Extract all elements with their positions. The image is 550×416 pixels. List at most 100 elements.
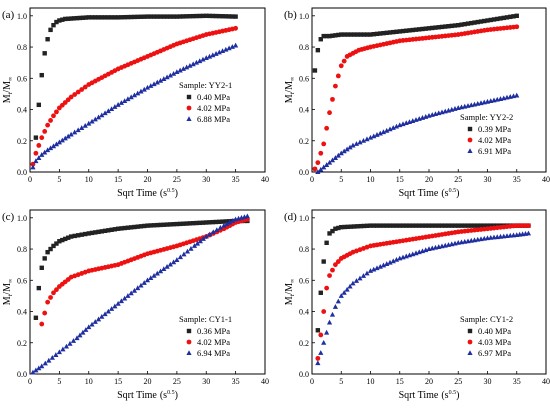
- data-point: [177, 14, 183, 19]
- legend-marker: [186, 105, 192, 111]
- x-tick-label: 20: [144, 377, 152, 386]
- data-point: [347, 283, 353, 289]
- data-point: [102, 110, 108, 116]
- data-point: [210, 219, 215, 225]
- legend-marker: [467, 137, 473, 143]
- data-point: [404, 223, 409, 228]
- data-point: [45, 249, 50, 255]
- x-tick-label: 40: [542, 175, 550, 184]
- data-point: [131, 92, 138, 98]
- data-point: [417, 27, 422, 32]
- data-point: [54, 109, 59, 115]
- data-point: [335, 73, 341, 79]
- data-point: [456, 223, 461, 228]
- data-point: [132, 224, 137, 230]
- data-point: [210, 13, 215, 19]
- data-point: [158, 14, 163, 19]
- data-point: [213, 51, 219, 56]
- data-point: [161, 14, 167, 19]
- data-point: [318, 290, 323, 295]
- data-point: [89, 15, 95, 20]
- data-point: [42, 149, 48, 155]
- data-point: [151, 223, 157, 228]
- data-point: [353, 141, 360, 146]
- data-point: [70, 338, 77, 343]
- data-point: [426, 223, 432, 228]
- data-point: [368, 223, 373, 228]
- series-3: [30, 42, 239, 170]
- data-point: [62, 135, 68, 141]
- x-axis-unit: (s: [160, 390, 167, 401]
- data-point: [318, 332, 324, 338]
- x-tick-label: 35: [232, 377, 240, 386]
- y-axis-label-sub-t: t: [290, 92, 296, 94]
- data-point: [36, 285, 42, 291]
- data-point: [79, 232, 84, 237]
- data-point: [495, 16, 500, 22]
- data-point: [180, 66, 187, 71]
- data-point: [65, 235, 71, 240]
- data-point: [36, 155, 42, 160]
- data-point: [122, 98, 128, 104]
- data-point: [135, 90, 141, 96]
- x-axis-unit-exponent: 0.5: [449, 188, 457, 194]
- data-point: [77, 15, 83, 21]
- data-point: [335, 298, 341, 304]
- data-point: [374, 223, 380, 228]
- data-point: [423, 223, 428, 228]
- x-tick-label: 15: [114, 175, 122, 184]
- data-point: [167, 261, 173, 267]
- data-point: [213, 13, 219, 19]
- data-point: [39, 321, 45, 327]
- x-axis-label-text: Sqrt Time: [117, 188, 157, 199]
- x-tick-label: 0: [310, 175, 314, 184]
- data-point: [345, 32, 350, 37]
- data-point: [341, 148, 347, 154]
- y-axis-label: Mt/M∞: [284, 77, 296, 104]
- data-point: [197, 238, 203, 244]
- x-axis-label-text: Sqrt Time: [399, 188, 439, 199]
- data-point: [33, 315, 39, 320]
- panel-1: 0 5 10 15 20 25 30 35 40 0.0 0.2 0.4 0.6 0.8 1.0(a) Sqr…: [2, 7, 269, 199]
- y-axis-label-sep: /M: [2, 81, 13, 93]
- data-point: [315, 360, 321, 366]
- data-point: [321, 259, 326, 264]
- data-point: [75, 233, 81, 238]
- data-point: [478, 223, 484, 228]
- x-tick-label: 35: [232, 175, 240, 184]
- data-point: [361, 223, 367, 229]
- x-axis-unit-exponent: 0.5: [167, 188, 175, 194]
- data-point: [47, 145, 54, 151]
- data-point: [374, 132, 380, 137]
- data-point: [125, 14, 131, 20]
- data-point: [171, 259, 177, 265]
- data-point: [315, 160, 321, 166]
- x-tick-label: 5: [339, 175, 343, 184]
- data-point: [333, 33, 338, 38]
- data-point: [485, 223, 490, 228]
- data-point: [86, 15, 91, 20]
- data-point: [377, 130, 383, 136]
- data-point: [374, 265, 380, 271]
- data-point: [122, 14, 127, 20]
- data-point: [220, 14, 225, 19]
- data-point: [128, 14, 134, 20]
- data-point: [449, 23, 454, 29]
- legend-marker: [186, 339, 192, 345]
- y-tick-label: 0.6: [299, 276, 309, 285]
- data-point: [384, 127, 390, 133]
- data-point: [30, 164, 36, 170]
- data-point: [82, 84, 88, 90]
- data-point: [397, 223, 402, 228]
- data-point: [423, 26, 428, 31]
- data-point: [148, 83, 154, 88]
- data-point: [335, 152, 341, 158]
- data-point: [501, 15, 506, 21]
- data-point: [244, 213, 250, 219]
- data-point: [49, 354, 55, 360]
- data-point: [318, 166, 324, 172]
- x-tick-label: 30: [484, 377, 492, 386]
- data-point: [125, 225, 131, 230]
- data-point: [333, 83, 338, 89]
- data-point: [36, 365, 42, 371]
